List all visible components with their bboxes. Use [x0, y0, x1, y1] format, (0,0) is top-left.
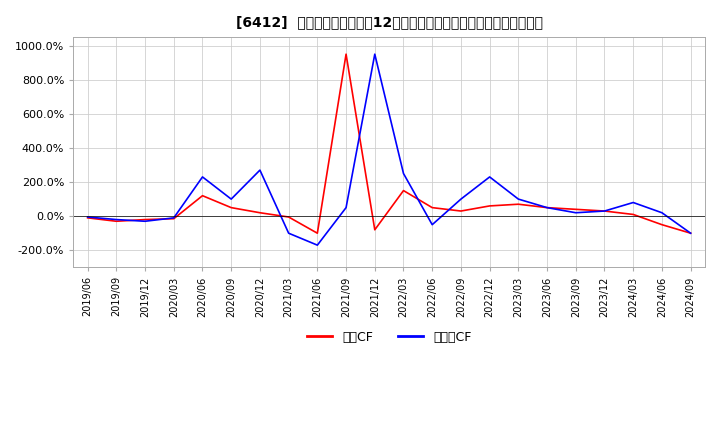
- フリーCF: [227, 197, 235, 202]
- フリーCF: [572, 210, 580, 216]
- 営業CF: [313, 231, 322, 236]
- 営業CF: [169, 216, 178, 221]
- フリーCF: [428, 222, 436, 227]
- フリーCF: [256, 168, 264, 173]
- フリーCF: [514, 197, 523, 202]
- 営業CF: [399, 188, 408, 193]
- 営業CF: [686, 231, 695, 236]
- フリーCF: [112, 217, 121, 222]
- 営業CF: [629, 212, 637, 217]
- 営業CF: [256, 210, 264, 216]
- 営業CF: [112, 219, 121, 224]
- フリーCF: [140, 219, 149, 224]
- フリーCF: [657, 210, 666, 216]
- 営業CF: [485, 203, 494, 209]
- 営業CF: [84, 215, 92, 220]
- フリーCF: [399, 171, 408, 176]
- フリーCF: [284, 231, 293, 236]
- フリーCF: [84, 214, 92, 220]
- 営業CF: [227, 205, 235, 210]
- フリーCF: [600, 209, 609, 214]
- 営業CF: [284, 214, 293, 220]
- Legend: 営業CF, フリーCF: 営業CF, フリーCF: [302, 326, 476, 348]
- 営業CF: [657, 222, 666, 227]
- フリーCF: [456, 197, 465, 202]
- 営業CF: [371, 227, 379, 232]
- 営業CF: [342, 51, 351, 57]
- フリーCF: [686, 231, 695, 236]
- フリーCF: [342, 205, 351, 210]
- フリーCF: [485, 174, 494, 180]
- フリーCF: [169, 215, 178, 220]
- フリーCF: [629, 200, 637, 205]
- Line: フリーCF: フリーCF: [88, 54, 690, 245]
- 営業CF: [140, 217, 149, 222]
- フリーCF: [371, 51, 379, 57]
- 営業CF: [600, 209, 609, 214]
- 営業CF: [456, 209, 465, 214]
- 営業CF: [543, 205, 552, 210]
- フリーCF: [543, 205, 552, 210]
- フリーCF: [198, 174, 207, 180]
- フリーCF: [313, 242, 322, 248]
- 営業CF: [198, 193, 207, 198]
- Title: [6412]  キャッシュフローの12か月移動合計の対前年同期増減率の推移: [6412] キャッシュフローの12か月移動合計の対前年同期増減率の推移: [235, 15, 543, 29]
- 営業CF: [572, 207, 580, 212]
- Line: 営業CF: 営業CF: [88, 54, 690, 233]
- 営業CF: [514, 202, 523, 207]
- 営業CF: [428, 205, 436, 210]
